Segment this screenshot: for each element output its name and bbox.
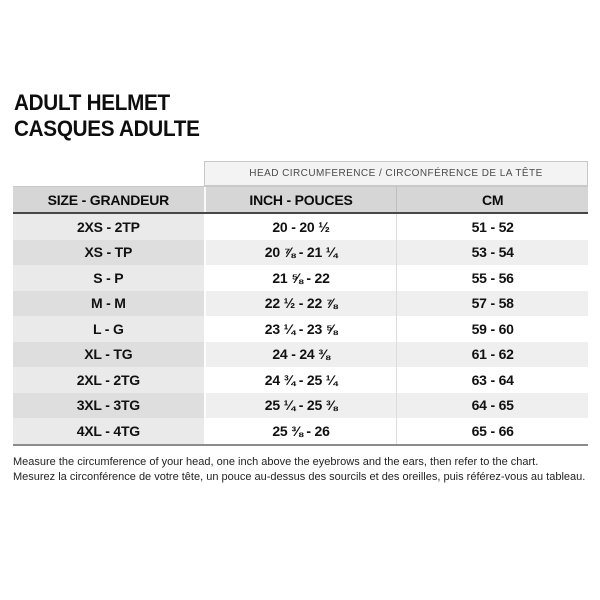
size-cell: M - M	[13, 290, 204, 316]
table-row: L - G 23 ¼ - 23 ⅝ 59 - 60	[13, 316, 589, 342]
cm-cell: 55 - 56	[396, 265, 589, 291]
cm-cell: 65 - 66	[396, 418, 589, 444]
size-cell: 2XL - 2TG	[13, 367, 204, 393]
inch-cell: 24 - 24 ⅜	[203, 341, 397, 367]
inch-cell: 22 ½ - 22 ⅞	[203, 290, 397, 316]
inch-cell: 25 ⅜ - 26	[203, 418, 397, 444]
cm-cell: 64 - 65	[396, 392, 589, 418]
size-cell: S - P	[13, 265, 204, 291]
size-cell: 3XL - 3TG	[13, 392, 204, 418]
table-row: 2XL - 2TG 24 ¾ - 25 ¼ 63 - 64	[13, 367, 589, 393]
inch-cell: 23 ¼ - 23 ⅝	[203, 316, 397, 342]
table-row: XL - TG 24 - 24 ⅜ 61 - 62	[13, 341, 589, 367]
table-row: 3XL - 3TG 25 ¼ - 25 ⅜ 64 - 65	[13, 392, 589, 418]
span-header-spacer	[13, 161, 204, 186]
cm-cell: 51 - 52	[396, 214, 589, 240]
head-circumference-span-header: HEAD CIRCUMFERENCE / CIRCONFÉRENCE DE LA…	[204, 161, 588, 186]
table-row: 4XL - 4TG 25 ⅜ - 26 65 - 66	[13, 418, 589, 444]
helmet-size-table: HEAD CIRCUMFERENCE / CIRCONFÉRENCE DE LA…	[13, 161, 589, 446]
page-title-line-fr: CASQUES ADULTE	[14, 116, 200, 141]
column-header-row: SIZE - GRANDEUR INCH - POUCES CM	[13, 186, 588, 214]
cm-cell: 59 - 60	[396, 316, 589, 342]
inch-cell: 24 ¾ - 25 ¼	[203, 367, 397, 393]
size-cell: L - G	[13, 316, 204, 342]
inch-cell: 20 ⅞ - 21 ¼	[203, 239, 397, 265]
column-header-inch: INCH - POUCES	[203, 187, 397, 212]
column-header-cm: CM	[396, 187, 588, 212]
cm-cell: 57 - 58	[396, 290, 589, 316]
table-row: XS - TP 20 ⅞ - 21 ¼ 53 - 54	[13, 239, 589, 265]
page-title: ADULT HELMET CASQUES ADULTE	[14, 90, 200, 142]
table-row: M - M 22 ½ - 22 ⅞ 57 - 58	[13, 290, 589, 316]
size-cell: 2XS - 2TP	[13, 214, 204, 240]
cm-cell: 53 - 54	[396, 239, 589, 265]
inch-cell: 20 - 20 ½	[203, 214, 397, 240]
page-title-line-en: ADULT HELMET	[14, 90, 170, 115]
table-row: S - P 21 ⅝ - 22 55 - 56	[13, 265, 589, 291]
inch-cell: 25 ¼ - 25 ⅜	[203, 392, 397, 418]
table-body: 2XS - 2TP 20 - 20 ½ 51 - 52 XS - TP 20 ⅞…	[13, 214, 589, 446]
footer-note-en: Measure the circumference of your head, …	[13, 456, 539, 468]
table-row: 2XS - 2TP 20 - 20 ½ 51 - 52	[13, 214, 589, 240]
inch-cell: 21 ⅝ - 22	[203, 265, 397, 291]
size-cell: XL - TG	[13, 341, 204, 367]
cm-cell: 63 - 64	[396, 367, 589, 393]
cm-cell: 61 - 62	[396, 341, 589, 367]
footer-note-fr: Mesurez la circonférence de votre tête, …	[13, 471, 586, 483]
span-header-row: HEAD CIRCUMFERENCE / CIRCONFÉRENCE DE LA…	[13, 161, 588, 186]
column-header-size: SIZE - GRANDEUR	[47, 191, 170, 208]
size-cell: XS - TP	[13, 239, 204, 265]
footer-note: Measure the circumference of your head, …	[13, 455, 585, 485]
size-cell: 4XL - 4TG	[13, 418, 204, 444]
